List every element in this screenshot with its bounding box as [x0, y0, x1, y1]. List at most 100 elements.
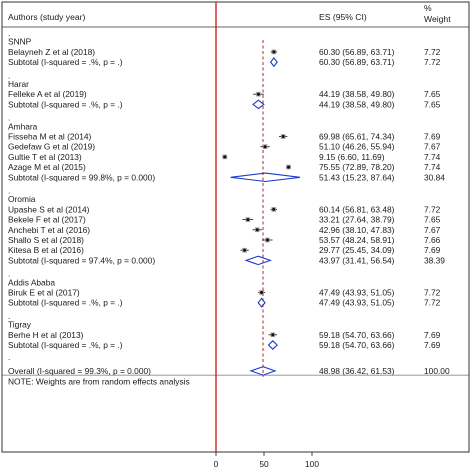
column-headers: Authors (study year) ES (95% CI)%Weight — [8, 3, 451, 24]
spacer-dot: . — [8, 352, 10, 362]
subtotal-weight-value: 7.69 — [424, 340, 441, 350]
weight-value: 7.74 — [424, 162, 441, 172]
point-estimate — [281, 135, 285, 138]
study-label: Felleke A et al (2019) — [8, 89, 87, 99]
spacer-dot: . — [8, 28, 10, 38]
subtotal-label: Subtotal (I-squared = 97.4%, p = 0.000) — [8, 255, 155, 265]
point-estimate — [255, 228, 259, 232]
authors-column-header: Authors (study year) — [8, 12, 86, 22]
subtotal-diamond — [230, 172, 301, 183]
study-label: Gultie T et al (2013) — [8, 152, 82, 162]
overall-es-value: 48.98 (36.42, 61.53) — [319, 366, 395, 376]
es-value: 42.96 (38.10, 47.83) — [319, 225, 395, 235]
study-label: Upashe S et al (2014) — [8, 204, 90, 214]
weight-column-header-percent: % — [424, 3, 432, 13]
point-estimate — [243, 248, 247, 252]
es-value: 29.77 (25.45, 34.09) — [319, 245, 395, 255]
subtotal-weight-value: 38.39 — [424, 255, 445, 265]
weight-value: 7.67 — [424, 142, 441, 152]
point-estimate — [287, 165, 291, 169]
study-label: Bekele F et al (2017) — [8, 215, 86, 225]
study-label: Shallo S et al (2018) — [8, 235, 84, 245]
point-estimate — [271, 333, 275, 337]
weight-value: 7.72 — [424, 47, 441, 57]
study-label: Belayneh Z et al (2018) — [8, 47, 95, 57]
point-estimate — [272, 50, 276, 54]
point-estimate — [246, 218, 250, 222]
subtotal-label: Subtotal (I-squared = .%, p = .) — [8, 99, 123, 109]
overall-label: Overall (I-squared = 99.3%, p = 0.000) — [8, 366, 151, 376]
es-value: 60.30 (56.89, 63.71) — [319, 47, 395, 57]
subtotal-es-value: 44.19 (38.58, 49.80) — [319, 99, 395, 109]
point-estimate — [256, 92, 260, 96]
point-estimate — [265, 238, 269, 242]
study-label: Azage M et al (2015) — [8, 162, 86, 172]
x-tick-label: 50 — [259, 459, 269, 469]
study-label: Fisseha M et al (2014) — [8, 132, 92, 142]
subtotal-label: Subtotal (I-squared = 99.8%, p = 0.000) — [8, 172, 155, 182]
es-value: 59.18 (54.70, 63.66) — [319, 330, 395, 340]
subtotal-label: Subtotal (I-squared = .%, p = .) — [8, 298, 123, 308]
es-value: 60.14 (56.81, 63.48) — [319, 204, 395, 214]
study-label: Gedefaw G et al (2019) — [8, 142, 95, 152]
point-estimate — [223, 155, 227, 159]
weight-value: 7.65 — [424, 215, 441, 225]
es-value: 47.49 (43.93, 51.05) — [319, 288, 395, 298]
x-tick-label: 0 — [214, 459, 219, 469]
weight-value: 7.66 — [424, 235, 441, 245]
overall-weight-value: 100.00 — [424, 366, 450, 376]
es-value: 53.57 (48.24, 58.91) — [319, 235, 395, 245]
es-value: 44.19 (38.58, 49.80) — [319, 89, 395, 99]
subtotal-diamond — [244, 255, 272, 266]
x-axis: 0 50 100 — [214, 451, 319, 469]
spacer-dot: . — [8, 269, 10, 279]
subtotal-es-value: 60.30 (56.89, 63.71) — [319, 57, 395, 67]
subgroup-label: Addis Ababa — [8, 277, 55, 287]
spacer-dot: . — [8, 113, 10, 123]
weight-value: 7.72 — [424, 204, 441, 214]
subtotal-diamond — [252, 99, 265, 110]
weight-value: 7.69 — [424, 330, 441, 340]
spacer-dot: . — [8, 311, 10, 321]
point-estimate — [263, 145, 267, 149]
subtotal-weight-value: 7.72 — [424, 57, 441, 67]
weight-column-header: Weight — [424, 14, 451, 24]
spacer-dot: . — [8, 70, 10, 80]
subgroup-label: Amhara — [8, 121, 38, 131]
es-value: 51.10 (46.26, 55.94) — [319, 142, 395, 152]
point-estimate — [272, 207, 276, 211]
subtotal-es-value: 59.18 (54.70, 63.66) — [319, 340, 395, 350]
footnote: NOTE: Weights are from random effects an… — [8, 377, 190, 387]
subtotal-weight-value: 30.84 — [424, 172, 445, 182]
study-label: Biruk E et al (2017) — [8, 288, 80, 298]
subgroup-label: Tigray — [8, 320, 32, 330]
subtotal-weight-value: 7.72 — [424, 298, 441, 308]
subtotal-es-value: 51.43 (15.23, 87.64) — [319, 172, 395, 182]
subgroup-label: SNNP — [8, 37, 32, 47]
es-value: 75.55 (72.89, 78.20) — [319, 162, 395, 172]
subtotal-es-value: 43.97 (31.41, 56.54) — [319, 255, 395, 265]
study-label: Berhe H et al (2013) — [8, 330, 84, 340]
weight-value: 7.69 — [424, 245, 441, 255]
weight-value: 7.65 — [424, 89, 441, 99]
weight-value: 7.69 — [424, 132, 441, 142]
subtotal-label: Subtotal (I-squared = .%, p = .) — [8, 340, 123, 350]
es-value: 33.21 (27.64, 38.79) — [319, 215, 395, 225]
subtotal-diamond — [269, 57, 278, 68]
es-value: 69.98 (65.61, 74.34) — [319, 132, 395, 142]
subtotal-es-value: 47.49 (43.93, 51.05) — [319, 298, 395, 308]
es-column-header: ES (95% CI) — [319, 12, 367, 22]
study-label: Anchebi T et al (2016) — [8, 225, 90, 235]
x-tick-label: 100 — [305, 459, 319, 469]
subgroup-label: Oromia — [8, 194, 36, 204]
subgroup-label: Harar — [8, 79, 29, 89]
weight-value: 7.74 — [424, 152, 441, 162]
weight-value: 7.67 — [424, 225, 441, 235]
es-value: 9.15 (6.60, 11.69) — [319, 152, 385, 162]
point-estimate — [260, 291, 264, 294]
study-label: Kitesa B et al (2016) — [8, 245, 84, 255]
weight-value: 7.72 — [424, 288, 441, 298]
overall-diamond — [249, 366, 277, 376]
